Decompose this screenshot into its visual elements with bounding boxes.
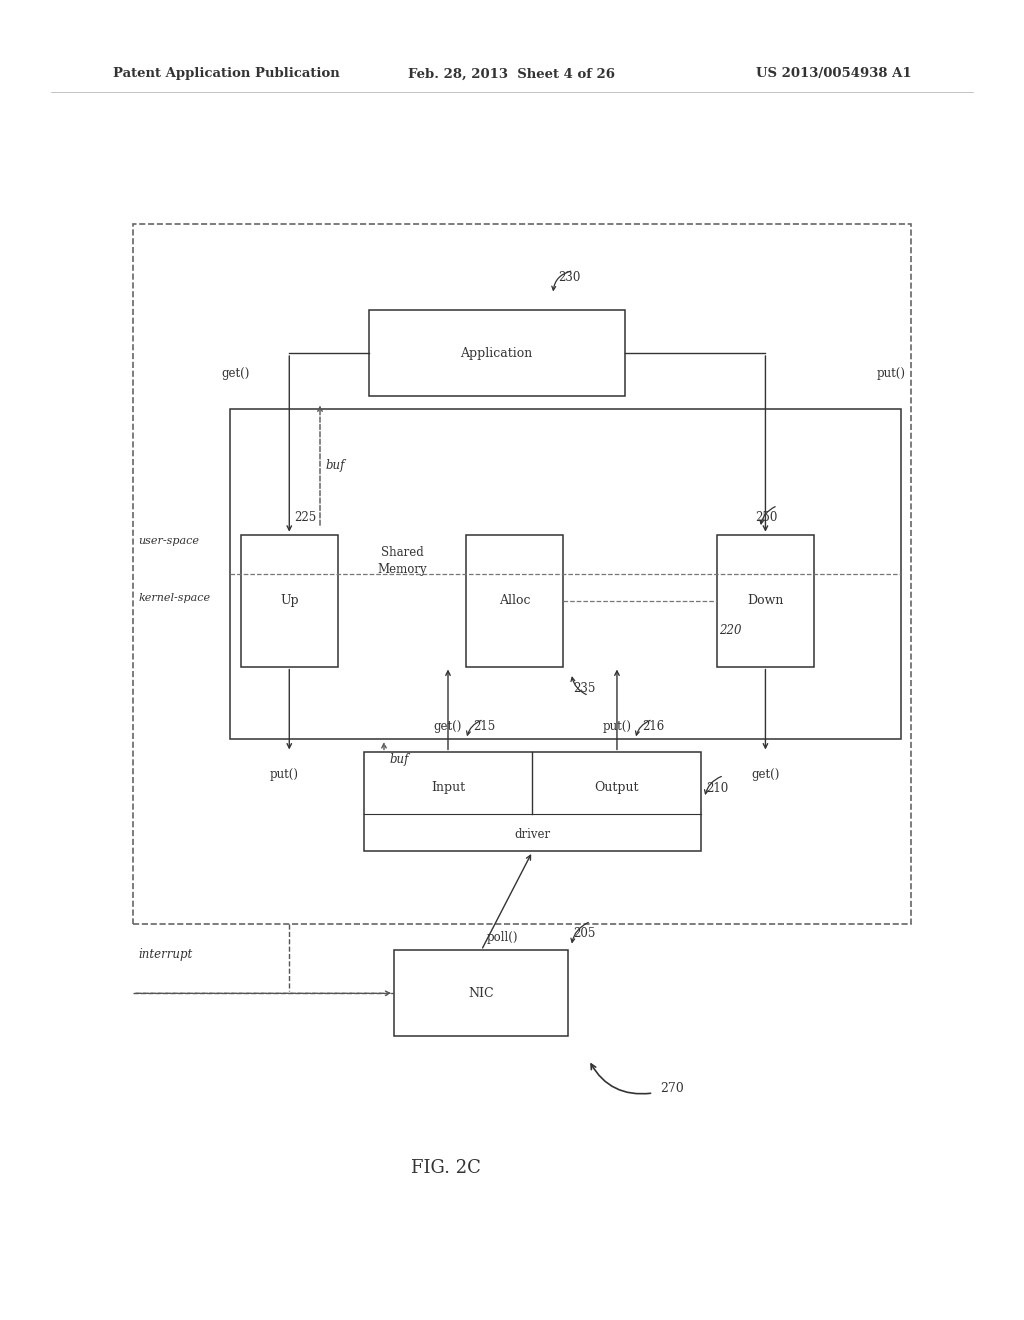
Text: buf: buf xyxy=(389,752,409,766)
Text: US 2013/0054938 A1: US 2013/0054938 A1 xyxy=(756,67,911,81)
Text: 270: 270 xyxy=(660,1082,684,1096)
Text: driver: driver xyxy=(514,828,551,841)
Text: user-space: user-space xyxy=(138,536,200,546)
Text: get(): get() xyxy=(434,719,462,733)
Text: 215: 215 xyxy=(473,719,496,733)
Bar xyxy=(466,535,563,667)
Text: Alloc: Alloc xyxy=(499,594,530,607)
Text: put(): put() xyxy=(877,367,905,380)
Text: Down: Down xyxy=(748,594,783,607)
Text: get(): get() xyxy=(221,367,250,380)
Text: 250: 250 xyxy=(755,511,777,524)
Text: 205: 205 xyxy=(573,927,596,940)
Text: Up: Up xyxy=(280,594,299,607)
Text: Feb. 28, 2013  Sheet 4 of 26: Feb. 28, 2013 Sheet 4 of 26 xyxy=(409,67,615,81)
Text: Output: Output xyxy=(595,780,639,793)
Bar xyxy=(133,224,911,924)
Bar xyxy=(241,535,338,667)
Text: Patent Application Publication: Patent Application Publication xyxy=(113,67,339,81)
Text: get(): get() xyxy=(752,768,779,781)
Text: FIG. 2C: FIG. 2C xyxy=(411,1159,480,1177)
Text: kernel-space: kernel-space xyxy=(138,593,210,603)
Text: buf: buf xyxy=(326,459,345,471)
Text: 216: 216 xyxy=(643,719,665,733)
Bar xyxy=(394,950,568,1036)
Text: NIC: NIC xyxy=(468,987,495,999)
Text: Shared
Memory: Shared Memory xyxy=(377,546,427,576)
Bar xyxy=(369,310,625,396)
Text: 220: 220 xyxy=(719,624,741,638)
Bar xyxy=(230,409,901,739)
Text: 210: 210 xyxy=(707,783,729,795)
Text: interrupt: interrupt xyxy=(138,948,193,961)
Text: put(): put() xyxy=(602,719,632,733)
Text: 230: 230 xyxy=(558,271,581,284)
Text: 235: 235 xyxy=(573,682,596,696)
Text: 225: 225 xyxy=(295,511,316,524)
Text: put(): put() xyxy=(269,768,299,781)
Text: Application: Application xyxy=(461,347,532,359)
Text: poll(): poll() xyxy=(486,931,518,944)
Bar xyxy=(717,535,814,667)
Text: Input: Input xyxy=(431,780,465,793)
Bar xyxy=(364,752,701,851)
